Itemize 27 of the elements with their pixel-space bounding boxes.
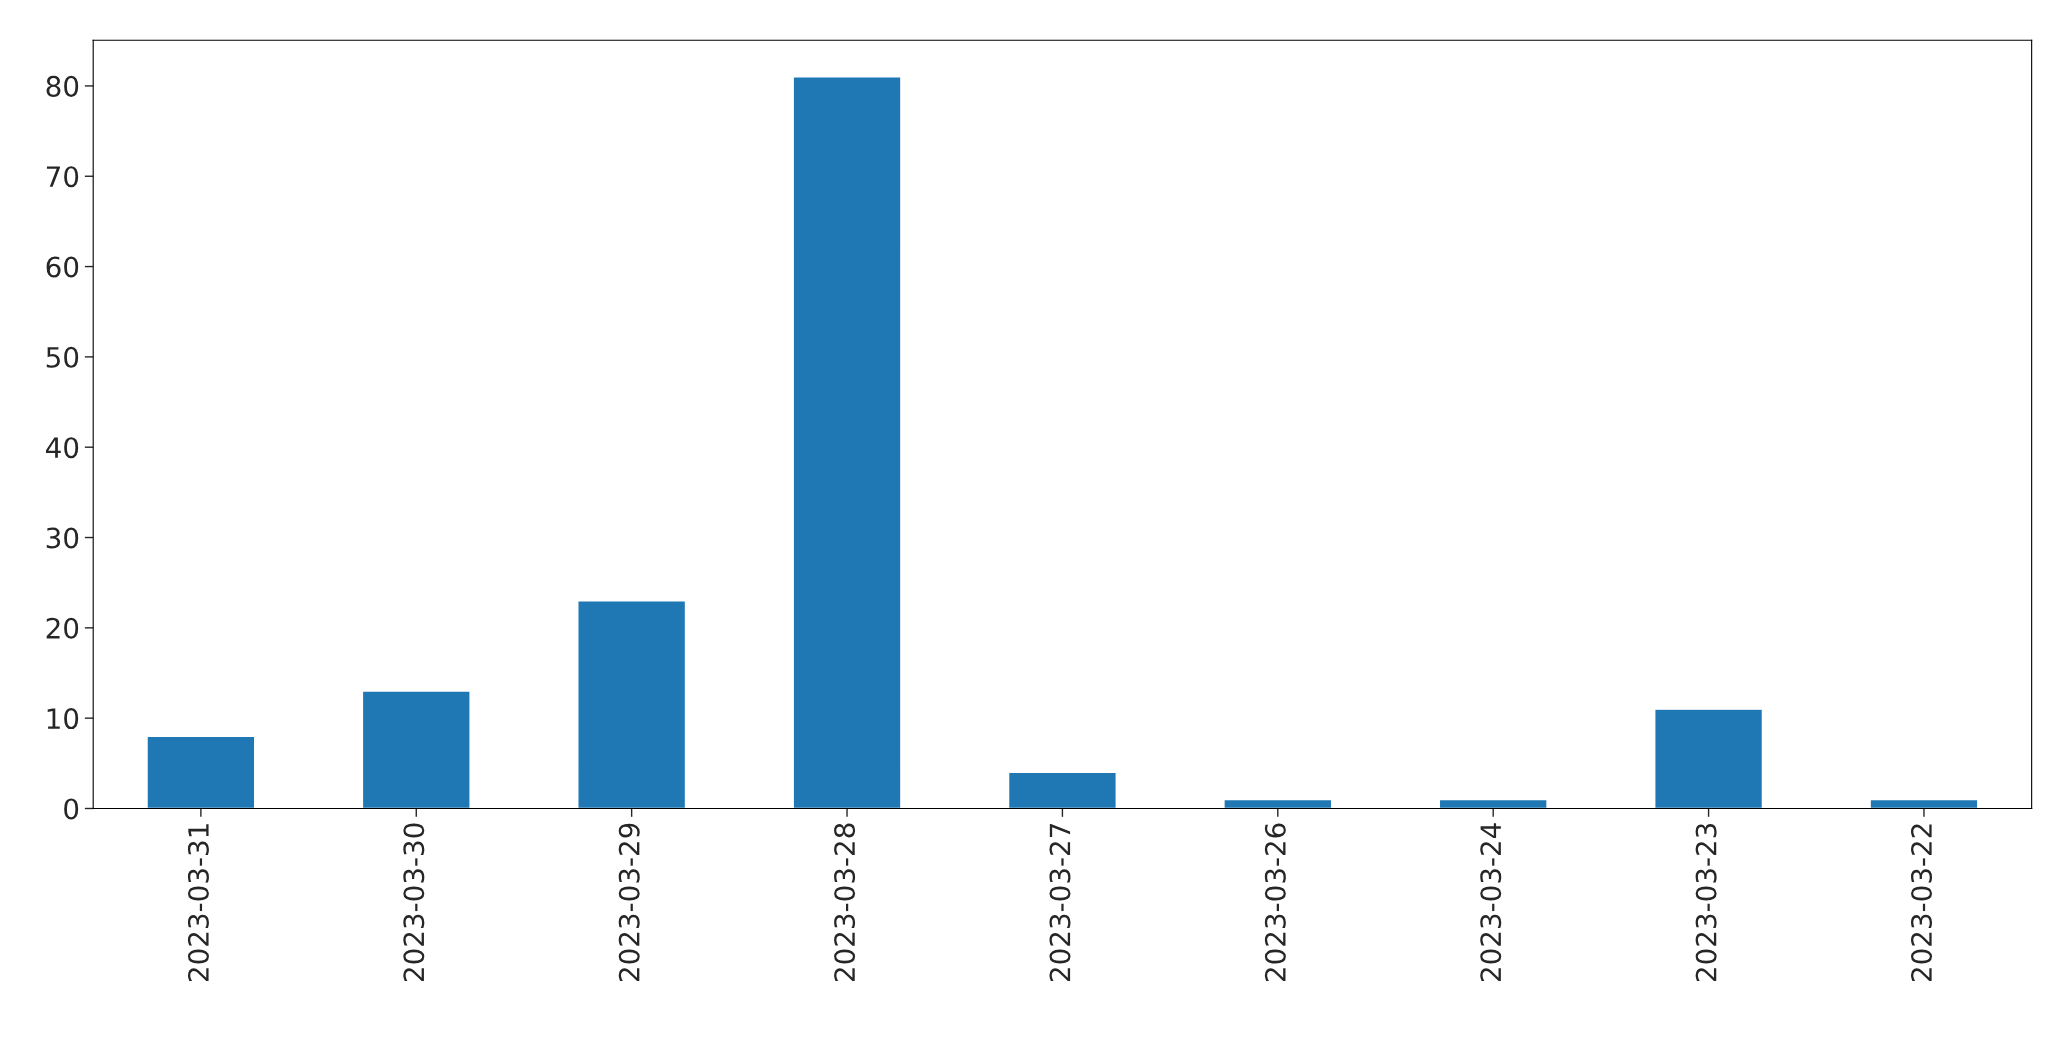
x-tick-label: 2023-03-22 xyxy=(1911,824,1933,982)
y-tick-label: 10 xyxy=(47,708,79,730)
y-tick-label: 20 xyxy=(46,617,79,639)
bar xyxy=(1007,771,1117,809)
y-tick-label: 0 xyxy=(64,798,79,820)
bar xyxy=(361,690,471,809)
x-tick-label: 2023-03-29 xyxy=(618,823,640,982)
y-tick-label: 70 xyxy=(46,166,79,188)
bar xyxy=(577,600,687,809)
bar xyxy=(146,735,256,809)
y-tick-label: 50 xyxy=(46,346,79,368)
x-tick-label: 2023-03-24 xyxy=(1480,823,1502,982)
bar xyxy=(1869,798,1979,809)
x-tick-label: 2023-03-27 xyxy=(1049,824,1071,982)
x-tick-label: 2023-03-30 xyxy=(403,823,425,982)
x-tick-label: 2023-03-26 xyxy=(1264,823,1286,982)
bar xyxy=(1223,798,1333,809)
x-tick-label: 2023-03-23 xyxy=(1695,823,1717,982)
bar xyxy=(1438,798,1548,809)
x-tick-label: 2023-03-28 xyxy=(834,823,856,982)
bar xyxy=(1654,708,1764,809)
y-tick-label: 60 xyxy=(46,256,79,278)
y-tick-label: 30 xyxy=(46,527,79,549)
bar xyxy=(792,76,902,809)
x-tick-label: 2023-03-31 xyxy=(187,824,209,982)
y-tick-label: 40 xyxy=(46,437,79,459)
y-tick-label: 80 xyxy=(46,75,79,97)
